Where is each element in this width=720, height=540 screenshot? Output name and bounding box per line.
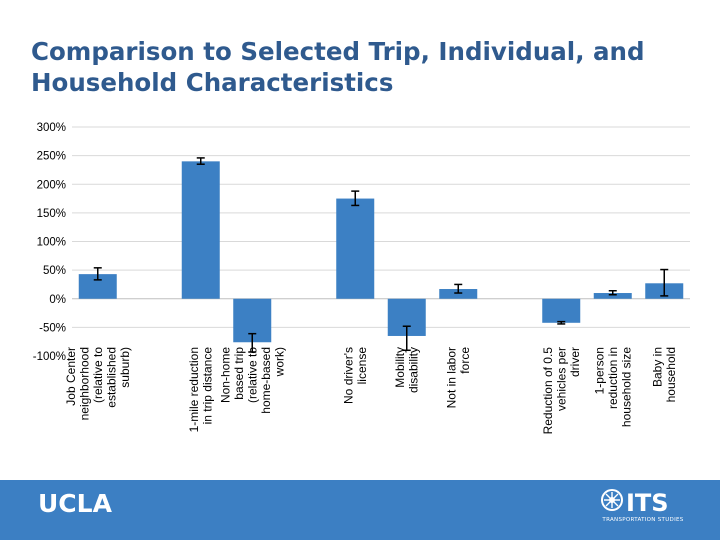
its-logo: ITS (601, 489, 669, 517)
y-tick-label: 300% (37, 122, 66, 134)
error-bar (608, 289, 617, 296)
x-category-label: Non-home based trip (relative to home-based… (218, 347, 286, 414)
bar (439, 289, 478, 299)
x-category-label-line: Reduction of 0.5 (541, 347, 555, 435)
error-bars (93, 157, 669, 353)
x-category-label: Job Center neighborhood (relative to establ… (64, 347, 132, 421)
ucla-logo: UCLA (38, 489, 112, 518)
x-category-label-line: 1-person (592, 347, 606, 394)
x-axis-labels: Job Center neighborhood (relative to establ… (64, 347, 678, 435)
x-category-label-line: Baby in (651, 347, 665, 387)
x-category-label-line: Non-home (218, 347, 232, 403)
x-category-label: Baby in household (651, 347, 679, 402)
footer-band (0, 480, 720, 540)
bar (336, 198, 375, 299)
x-category-label-line: established (104, 347, 118, 408)
bar (542, 298, 581, 323)
y-axis-ticks: -100% -50% 0% 50% 100% 150% 200% 250% 300% (33, 122, 66, 363)
y-tick-label: -50% (39, 322, 66, 334)
x-category-label: Mobility disability (393, 347, 421, 393)
error-bar (660, 268, 669, 297)
x-category-label-line: based trip (232, 347, 246, 400)
x-category-label: 1-mile reduction in trip distance (187, 347, 215, 433)
x-category-label-line: Not in labor (445, 347, 459, 408)
x-category-label-line: 1-mile reduction (187, 347, 201, 432)
x-category-label-line: work) (272, 347, 286, 377)
y-tick-label: 0% (49, 294, 66, 306)
x-category-label: Reduction of 0.5 vehicles per driver (541, 347, 582, 435)
its-caption: TRANSPORTATION STUDIES (602, 517, 684, 523)
bar (181, 161, 220, 299)
x-category-label-line: No driver's (342, 347, 356, 404)
x-category-label-line: home-based (259, 347, 273, 414)
x-category-label-line: suburb) (118, 347, 132, 388)
y-tick-label: 100% (37, 237, 66, 249)
y-tick-label: 150% (37, 208, 66, 220)
x-category-label-line: Job Center (64, 347, 78, 406)
x-category-label-line: household size (619, 347, 633, 427)
x-category-label-line: in trip distance (201, 347, 215, 425)
x-category-label-line: Mobility (393, 347, 407, 388)
y-tick-label: -100% (33, 351, 66, 363)
bar (593, 293, 632, 299)
bar-chart: -100% -50% 0% 50% 100% 150% 200% 250% 300% Job C… (33, 122, 690, 435)
error-bar (248, 332, 257, 353)
x-category-label: No driver's license (342, 347, 370, 404)
error-bar (93, 267, 102, 281)
x-category-label-line: driver (568, 347, 582, 377)
error-bar (402, 325, 411, 352)
bars (78, 161, 684, 343)
error-bar (196, 157, 205, 165)
x-category-label-line: household (664, 347, 678, 402)
x-category-label-line: reduction in (606, 347, 620, 409)
slide-title: Comparison to Selected Trip, Individual,… (31, 37, 645, 97)
error-bar (557, 320, 566, 325)
x-category-label-line: disability (407, 347, 421, 393)
x-category-label-line: license (355, 347, 369, 385)
error-bar (454, 283, 463, 294)
x-category-label-line: (relative to (91, 347, 105, 403)
x-category-label: Not in labor force (445, 347, 473, 409)
error-bar (351, 190, 360, 207)
y-tick-label: 250% (37, 151, 66, 163)
x-category-label: 1-person reduction in household size (592, 347, 633, 427)
grid-lines (72, 126, 690, 328)
x-category-label-line: force (458, 347, 472, 374)
y-tick-label: 50% (43, 265, 66, 277)
x-category-label-line: (relative to (245, 347, 259, 403)
y-tick-label: 200% (37, 179, 66, 191)
its-text: ITS (626, 489, 669, 517)
x-category-label-line: vehicles per (554, 347, 568, 411)
x-category-label-line: neighborhood (77, 347, 91, 420)
